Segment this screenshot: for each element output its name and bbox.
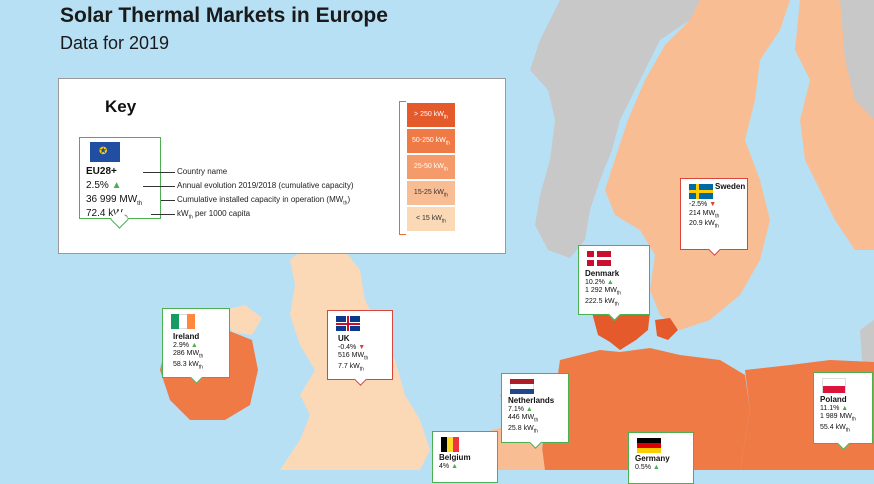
country-capacity: 1 989 MWth bbox=[820, 413, 857, 423]
legend-item-lt15: < 15 kWth bbox=[407, 207, 455, 231]
leader-line-evolution bbox=[143, 186, 175, 187]
country-evolution: 11.1% ▲ bbox=[820, 404, 849, 412]
poland-flag-icon bbox=[822, 378, 846, 393]
country-evolution: 4% ▲ bbox=[439, 462, 459, 470]
germany-region bbox=[540, 348, 750, 470]
key-example-card: ✪ EU28+ 2.5% ▲ 36 999 MWth 72.4 kWth bbox=[79, 137, 161, 221]
legend-item-15-25: 15-25 kWth bbox=[407, 181, 455, 205]
trend-up-icon: ▲ bbox=[451, 462, 459, 470]
country-evolution: -0.4% ▼ bbox=[338, 343, 366, 351]
denmark-flag-icon bbox=[587, 251, 611, 266]
country-capacity: 516 MWth bbox=[338, 352, 369, 362]
key-desc-name: Country name bbox=[177, 167, 228, 176]
country-card-netherlands[interactable]: Netherlands 7.1% ▲ 446 MWth 25.8 kWth bbox=[501, 373, 569, 449]
denmark-island bbox=[655, 318, 678, 340]
country-evolution: -2.5% ▼ bbox=[689, 201, 717, 208]
country-evolution: 0.5% ▲ bbox=[635, 463, 660, 471]
legend-item-gt250: > 250 kWth bbox=[407, 103, 455, 127]
key-example-capacity: 36 999 MWth bbox=[86, 194, 143, 207]
legend-item-50-250: 50-250 kWth bbox=[407, 129, 455, 153]
country-card-sweden[interactable]: Sweden -2.5% ▼ 214 MWth 20.9 kWth bbox=[680, 178, 748, 256]
trend-up-icon: ▲ bbox=[606, 278, 614, 286]
country-card-uk[interactable]: UK -0.4% ▼ 516 MWth 7.7 kWth bbox=[327, 310, 393, 386]
country-capacity: 1 292 MWth bbox=[585, 287, 622, 297]
country-evolution: 2.9% ▲ bbox=[173, 341, 198, 349]
country-name: Denmark bbox=[585, 269, 620, 278]
page-subtitle: Data for 2019 bbox=[60, 33, 170, 53]
leader-line-name bbox=[143, 172, 175, 173]
northern-ireland-region bbox=[225, 305, 262, 335]
sweden-flag-icon bbox=[689, 184, 713, 199]
country-capacity: 286 MWth bbox=[173, 350, 204, 360]
uk-flag-icon bbox=[336, 316, 360, 331]
trend-up-icon: ▲ bbox=[111, 180, 122, 191]
key-example-per-capita: 72.4 kWth bbox=[86, 208, 128, 221]
country-per-capita: 7.7 kWth bbox=[338, 362, 364, 373]
leader-line-capacity bbox=[161, 200, 175, 201]
russia-region bbox=[840, 0, 874, 120]
country-name: Belgium bbox=[439, 453, 471, 462]
country-card-ireland[interactable]: Ireland 2.9% ▲ 286 MWth 58.3 kWth bbox=[162, 308, 230, 384]
country-card-germany[interactable]: Germany 0.5% ▲ bbox=[628, 432, 694, 484]
country-card-belgium[interactable]: Belgium 4% ▲ bbox=[432, 431, 498, 483]
country-per-capita: 55.4 kWth bbox=[820, 423, 850, 434]
norway-region bbox=[530, 0, 700, 258]
germany-flag-icon bbox=[637, 438, 661, 453]
trend-down-icon: ▼ bbox=[358, 343, 366, 351]
country-capacity: 446 MWth bbox=[508, 414, 539, 424]
country-card-denmark[interactable]: Denmark 10.2% ▲ 1 292 MWth 222.5 kWth bbox=[578, 245, 650, 321]
key-example-evolution: 2.5% ▲ bbox=[86, 180, 122, 191]
key-desc-capacity: Cumulative installed capacity in operati… bbox=[177, 195, 351, 207]
baltic-grey bbox=[860, 320, 874, 370]
leader-line-per-capita bbox=[151, 214, 175, 215]
country-per-capita: 58.3 kWth bbox=[173, 360, 203, 371]
country-evolution: 7.1% ▲ bbox=[508, 405, 533, 413]
page-title: Solar Thermal Markets in Europe bbox=[60, 4, 388, 27]
trend-up-icon: ▲ bbox=[841, 404, 849, 412]
country-capacity: 214 MWth bbox=[689, 209, 720, 219]
key-panel: Key ✪ EU28+ 2.5% ▲ 36 999 MWth 72.4 kWth… bbox=[58, 78, 506, 254]
legend-bracket bbox=[399, 101, 406, 235]
key-desc-evolution: Annual evolution 2019/2018 (cumulative c… bbox=[177, 181, 354, 190]
trend-up-icon: ▲ bbox=[525, 405, 533, 413]
key-example-name: EU28+ bbox=[86, 166, 117, 177]
country-name: UK bbox=[338, 334, 350, 343]
country-name: Poland bbox=[820, 395, 847, 404]
country-per-capita: 222.5 kWth bbox=[585, 297, 619, 308]
country-per-capita: 20.9 kWth bbox=[689, 220, 719, 230]
trend-up-icon: ▲ bbox=[652, 463, 660, 471]
key-title: Key bbox=[105, 97, 137, 116]
country-evolution: 10.2% ▲ bbox=[585, 278, 614, 286]
country-card-poland[interactable]: Poland 11.1% ▲ 1 989 MWth 55.4 kWth bbox=[813, 372, 873, 450]
country-name: Sweden bbox=[715, 182, 746, 191]
country-name: Netherlands bbox=[508, 396, 555, 405]
eu-flag-icon: ✪ bbox=[90, 142, 120, 162]
country-name: Ireland bbox=[173, 332, 200, 341]
country-per-capita: 25.8 kWth bbox=[508, 424, 538, 435]
key-desc-per-capita: kWth per 1000 capita bbox=[177, 209, 251, 221]
trend-down-icon: ▼ bbox=[709, 201, 717, 208]
trend-up-icon: ▲ bbox=[190, 341, 198, 349]
belgium-flag-icon bbox=[441, 437, 459, 452]
country-name: Germany bbox=[635, 454, 670, 463]
legend-item-25-50: 25-50 kWth bbox=[407, 155, 455, 179]
netherlands-flag-icon bbox=[510, 379, 534, 394]
ireland-flag-icon bbox=[171, 314, 195, 329]
